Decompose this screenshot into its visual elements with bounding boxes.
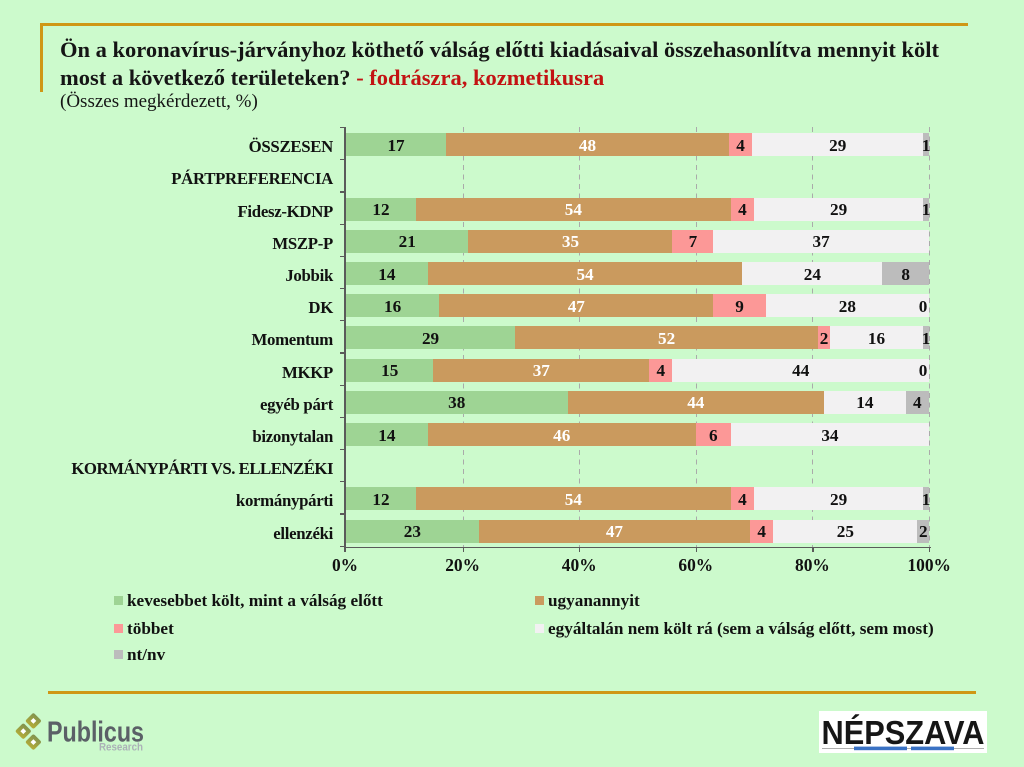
svg-text:Research: Research [99,742,143,754]
svg-text:NÉPSZAVA: NÉPSZAVA [822,714,985,751]
svg-text:Publicus: Publicus [47,717,144,749]
